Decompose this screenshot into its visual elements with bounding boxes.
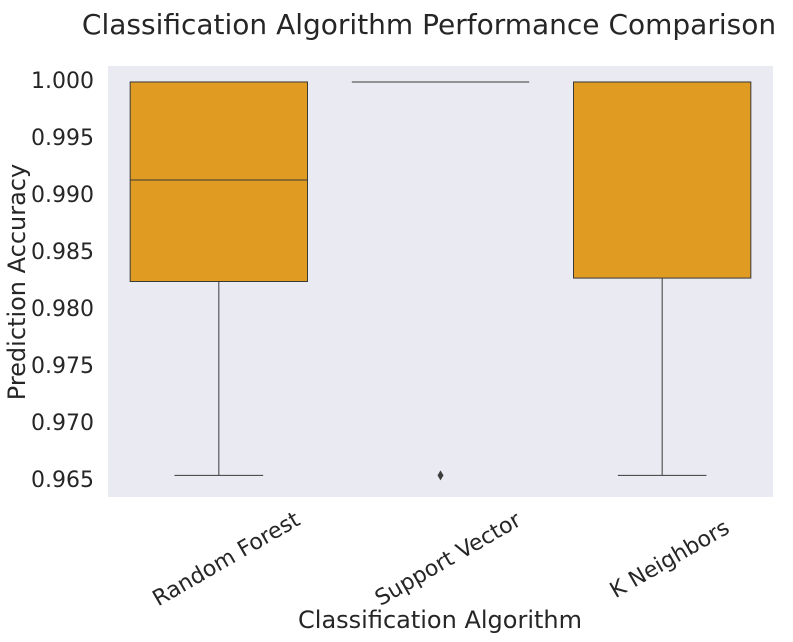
x-tick-label: Random Forest: [149, 507, 305, 612]
y-axis-ticks: 0.965 0.970 0.975 0.980 0.985 0.990 0.995 1.000: [31, 69, 94, 493]
y-tick-label: 0.990: [31, 183, 94, 208]
x-tick-label: K Neighbors: [606, 515, 734, 603]
box-body: [129, 81, 308, 282]
y-tick-label: 0.965: [31, 468, 94, 493]
chart-title: Classification Algorithm Performance Com…: [82, 8, 776, 41]
y-tick-label: 1.000: [31, 69, 94, 94]
y-tick-label: 0.970: [31, 411, 94, 436]
x-axis-label: Classification Algorithm: [298, 606, 582, 634]
boxes-layer: [129, 81, 752, 481]
box-body: [573, 81, 752, 279]
y-tick-label: 0.980: [31, 297, 94, 322]
x-tick-label: Support Vector: [371, 507, 526, 611]
y-axis-label: Prediction Accuracy: [3, 164, 31, 400]
y-tick-label: 0.975: [31, 354, 94, 379]
y-tick-label: 0.985: [31, 240, 94, 265]
x-axis-ticks: Random Forest Support Vector K Neighbors: [149, 507, 734, 612]
y-tick-label: 0.995: [31, 126, 94, 151]
outlier-point: [437, 470, 444, 481]
